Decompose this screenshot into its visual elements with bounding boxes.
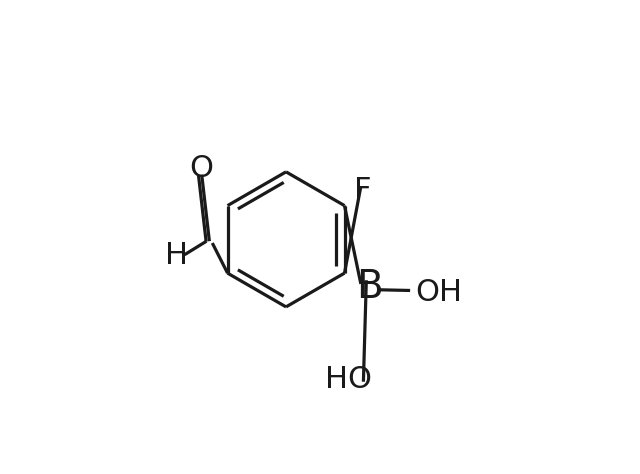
Text: HO: HO (325, 365, 372, 394)
Text: F: F (354, 175, 371, 205)
Text: O: O (189, 154, 213, 182)
Text: H: H (165, 241, 188, 270)
Text: OH: OH (415, 278, 463, 307)
Text: B: B (356, 268, 383, 306)
